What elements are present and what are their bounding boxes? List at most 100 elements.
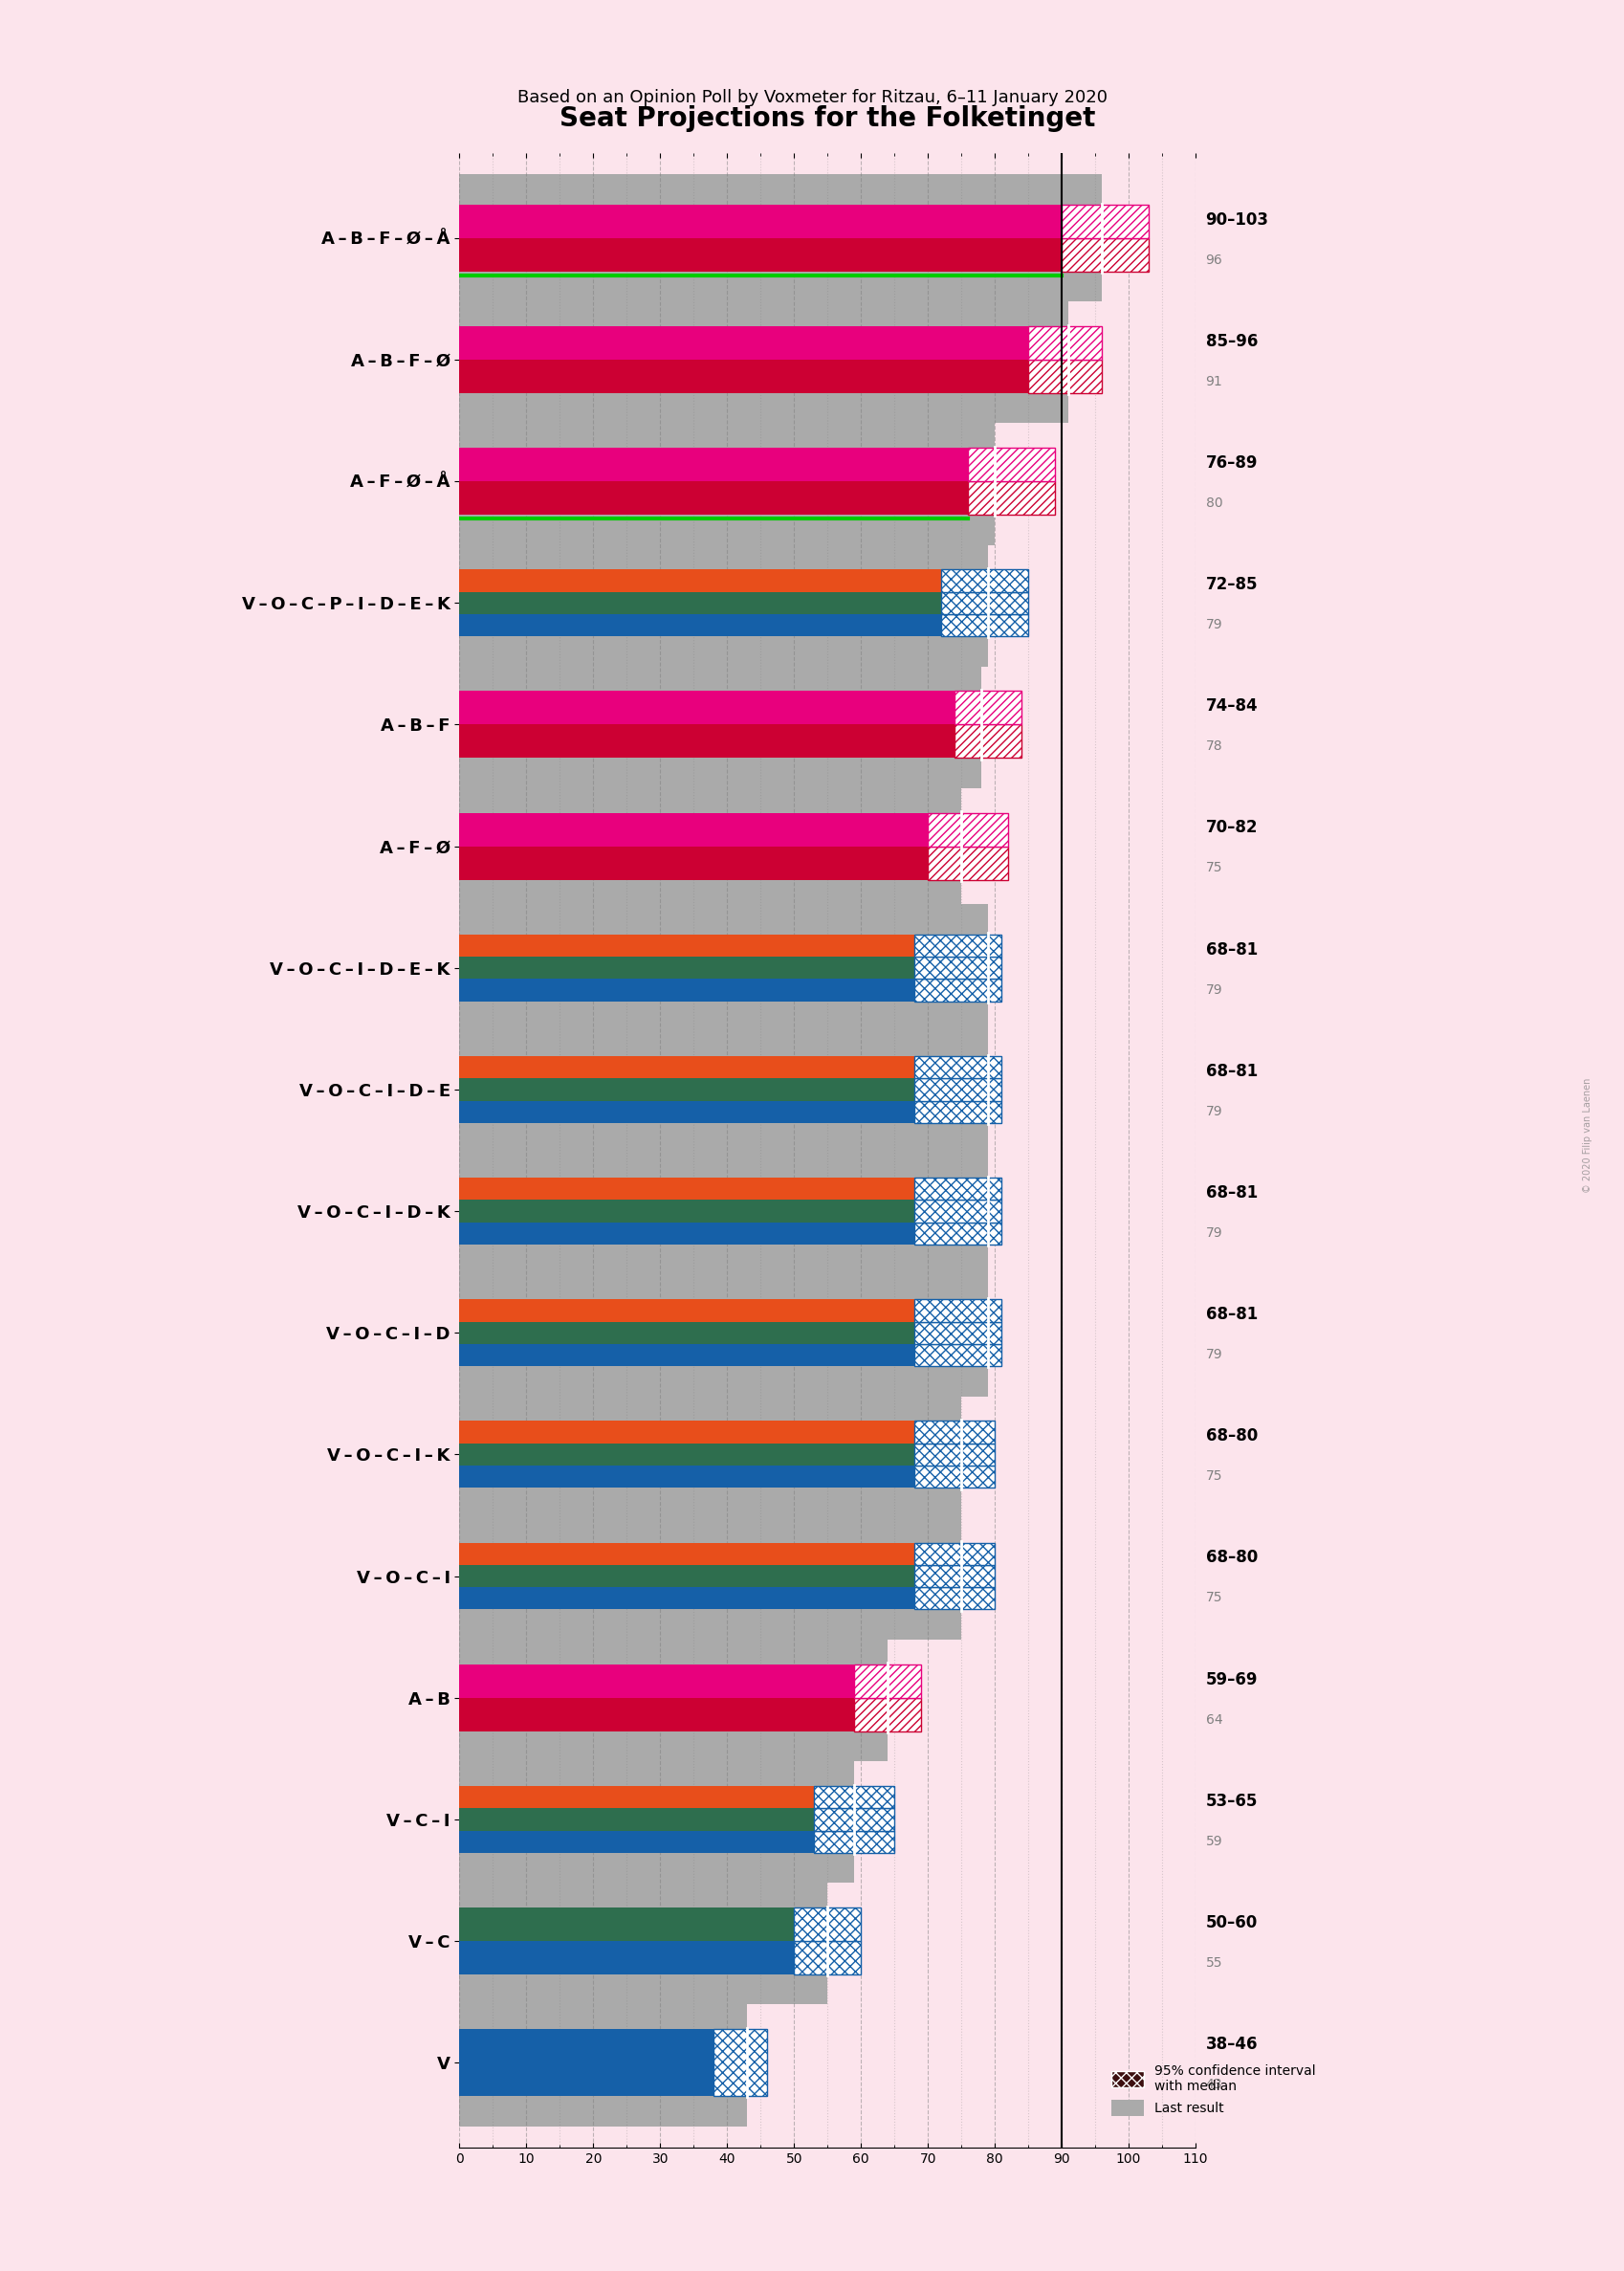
Bar — [854, 1699, 921, 1731]
Bar — [460, 661, 981, 788]
Bar — [955, 690, 1021, 724]
Text: 50–60: 50–60 — [1205, 1914, 1257, 1930]
Bar — [968, 447, 1054, 481]
Bar — [968, 481, 1054, 516]
Bar — [460, 1101, 914, 1122]
Text: 53–65: 53–65 — [1205, 1792, 1257, 1810]
Text: © 2020 Filip van Laenen: © 2020 Filip van Laenen — [1582, 1079, 1592, 1192]
Text: 85–96: 85–96 — [1205, 334, 1257, 350]
Bar — [460, 1179, 914, 1199]
Text: 55: 55 — [1205, 1955, 1221, 1969]
Bar — [460, 1199, 914, 1222]
Text: 75: 75 — [1205, 861, 1221, 874]
Bar — [1060, 238, 1148, 273]
Text: 79: 79 — [1205, 618, 1221, 631]
Text: 68–81: 68–81 — [1205, 940, 1257, 958]
Bar — [460, 613, 940, 636]
Text: 79: 79 — [1205, 1226, 1221, 1240]
Text: 78: 78 — [1205, 740, 1221, 754]
Bar — [914, 1565, 994, 1587]
Bar — [460, 593, 940, 613]
Bar — [940, 613, 1028, 636]
Text: 79: 79 — [1205, 983, 1221, 997]
Text: 91: 91 — [1205, 375, 1221, 388]
Bar — [914, 933, 1000, 956]
Bar — [460, 1878, 827, 2005]
Bar — [955, 724, 1021, 759]
Bar — [460, 1665, 854, 1699]
Bar — [460, 724, 955, 759]
Text: 76–89: 76–89 — [1205, 454, 1257, 472]
Text: 80: 80 — [1205, 497, 1221, 509]
Bar — [460, 1512, 961, 1640]
Bar — [914, 956, 1000, 979]
Bar — [814, 1785, 893, 1808]
Text: 59–69: 59–69 — [1205, 1671, 1257, 1687]
Text: 68–80: 68–80 — [1205, 1428, 1257, 1444]
Text: 68–80: 68–80 — [1205, 1549, 1257, 1567]
Text: 90–103: 90–103 — [1205, 211, 1268, 229]
Bar — [914, 1542, 994, 1565]
Text: 74–84: 74–84 — [1205, 697, 1257, 715]
Bar — [460, 1269, 987, 1397]
Text: 68–81: 68–81 — [1205, 1183, 1257, 1201]
Text: 75: 75 — [1205, 1592, 1221, 1606]
Bar — [914, 1079, 1000, 1101]
Bar — [914, 1344, 1000, 1367]
Bar — [460, 1344, 914, 1367]
Bar — [460, 570, 940, 593]
Bar — [460, 327, 1028, 359]
Bar — [1060, 204, 1148, 238]
Bar — [914, 1179, 1000, 1199]
Bar — [460, 1465, 914, 1488]
Bar — [460, 359, 1028, 393]
Bar — [927, 813, 1007, 847]
Bar — [1028, 327, 1101, 359]
Bar — [460, 690, 955, 724]
Bar — [460, 1808, 814, 1830]
Bar — [460, 1026, 987, 1154]
Bar — [914, 1199, 1000, 1222]
Bar — [460, 933, 914, 956]
Bar — [460, 1542, 914, 1565]
Bar — [914, 1056, 1000, 1079]
Bar — [460, 1565, 914, 1587]
Bar — [460, 204, 1060, 238]
Bar — [460, 979, 914, 1002]
Bar — [460, 1830, 814, 1853]
Bar — [460, 295, 1069, 422]
Bar — [460, 1299, 914, 1322]
Text: 75: 75 — [1205, 1469, 1221, 1483]
Bar — [460, 1699, 854, 1731]
Bar — [854, 1665, 921, 1699]
Text: 68–81: 68–81 — [1205, 1063, 1257, 1079]
Bar — [814, 1808, 893, 1830]
Bar — [460, 1998, 747, 2126]
Bar — [914, 1101, 1000, 1122]
Bar — [794, 1942, 861, 1973]
Text: 96: 96 — [1205, 252, 1221, 266]
Bar — [460, 1147, 987, 1274]
Text: Based on an Opinion Poll by Voxmeter for Ritzau, 6–11 January 2020: Based on an Opinion Poll by Voxmeter for… — [516, 89, 1108, 107]
Bar — [460, 1322, 914, 1344]
Text: 79: 79 — [1205, 1104, 1221, 1117]
Bar — [460, 1755, 854, 1883]
Text: 72–85: 72–85 — [1205, 577, 1257, 593]
Bar — [460, 538, 987, 665]
Bar — [940, 570, 1028, 593]
Bar — [914, 979, 1000, 1002]
Text: 59: 59 — [1205, 1835, 1221, 1849]
Bar — [914, 1465, 994, 1488]
Bar — [914, 1222, 1000, 1245]
Bar — [914, 1299, 1000, 1322]
Bar — [914, 1587, 994, 1610]
Bar — [713, 2030, 767, 2096]
Bar — [460, 2030, 713, 2096]
Bar — [460, 847, 927, 879]
Text: 68–81: 68–81 — [1205, 1306, 1257, 1324]
Legend: 95% confidence interval
with median, Last result: 95% confidence interval with median, Las… — [1104, 2060, 1320, 2121]
Bar — [460, 1222, 914, 1245]
Bar — [460, 813, 927, 847]
Text: 79: 79 — [1205, 1349, 1221, 1360]
Bar — [460, 1390, 961, 1517]
